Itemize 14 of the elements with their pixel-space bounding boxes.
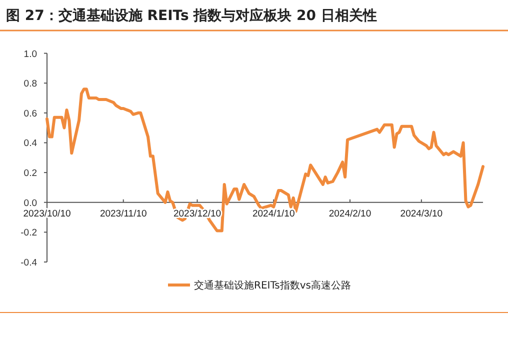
y-tick-label: 0.0 <box>24 198 37 209</box>
x-tick-label: 2023/11/10 <box>100 208 147 220</box>
legend-label: 交通基础设施REITs指数vs高速公路 <box>194 280 352 292</box>
y-tick-label: -0.2 <box>20 228 37 239</box>
x-tick-label: 2024/3/10 <box>400 208 443 220</box>
x-tick-label: 2024/1/10 <box>252 208 295 220</box>
chart-title: 图 27：交通基础设施 REITs 指数与对应板块 20 日相关性 <box>6 7 377 24</box>
x-tick-label: 2024/2/10 <box>328 208 372 220</box>
y-tick-label: -0.4 <box>20 258 37 268</box>
y-tick-label: 0.2 <box>24 168 37 180</box>
y-tick-label: 1.0 <box>24 48 37 60</box>
y-tick-label: 0.8 <box>24 78 37 90</box>
y-tick-label: 0.4 <box>24 138 37 150</box>
y-tick-label: 0.6 <box>24 108 37 120</box>
